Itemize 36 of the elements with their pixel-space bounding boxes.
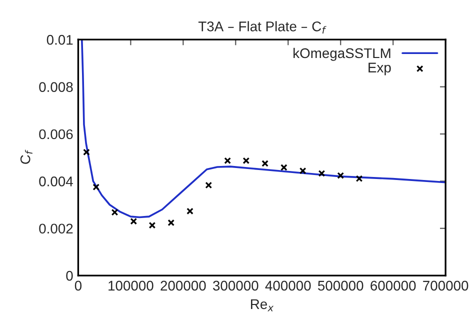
point	[168, 219, 175, 226]
point	[83, 148, 90, 156]
y-tick-label: 0.004	[39, 176, 73, 186]
point	[224, 157, 231, 164]
y-tick-label: 0.008	[39, 82, 73, 92]
x-tick-label: 200000	[160, 280, 206, 291]
x-tick-label: 100000	[108, 280, 154, 291]
y-tick-label: 0.002	[39, 224, 73, 234]
point	[262, 160, 268, 167]
x-tick-label: 600000	[370, 280, 416, 291]
legend-label: kOmegaSSTLM	[294, 48, 390, 61]
point	[130, 218, 138, 225]
x-tick-label: 500000	[318, 280, 364, 291]
x-tick-label: 0	[74, 280, 82, 291]
point	[92, 184, 100, 190]
x-tick-label: 700000	[423, 280, 468, 291]
point	[205, 182, 212, 189]
legend-label: Exp	[368, 62, 391, 76]
point	[299, 167, 306, 174]
x-tick-label: 300000	[213, 280, 258, 291]
point	[318, 170, 326, 177]
y-tick-label: 0.006	[39, 129, 73, 140]
point	[186, 208, 194, 215]
y-tick-label: 0	[66, 270, 73, 281]
x-tick-label: 400000	[265, 280, 311, 291]
point	[111, 208, 118, 216]
point	[280, 164, 288, 171]
point	[356, 175, 363, 182]
line-series	[80, 40, 446, 218]
point	[242, 157, 250, 164]
y-tick-label: 0.01	[46, 34, 73, 45]
chart-title: T3A – Flat Plate – C$_{f}$	[198, 21, 326, 34]
point	[148, 222, 156, 229]
y-axis-title: C$_{f}$	[20, 150, 32, 164]
x-axis-title: Re$_{x}$	[251, 299, 274, 312]
point	[337, 172, 344, 179]
